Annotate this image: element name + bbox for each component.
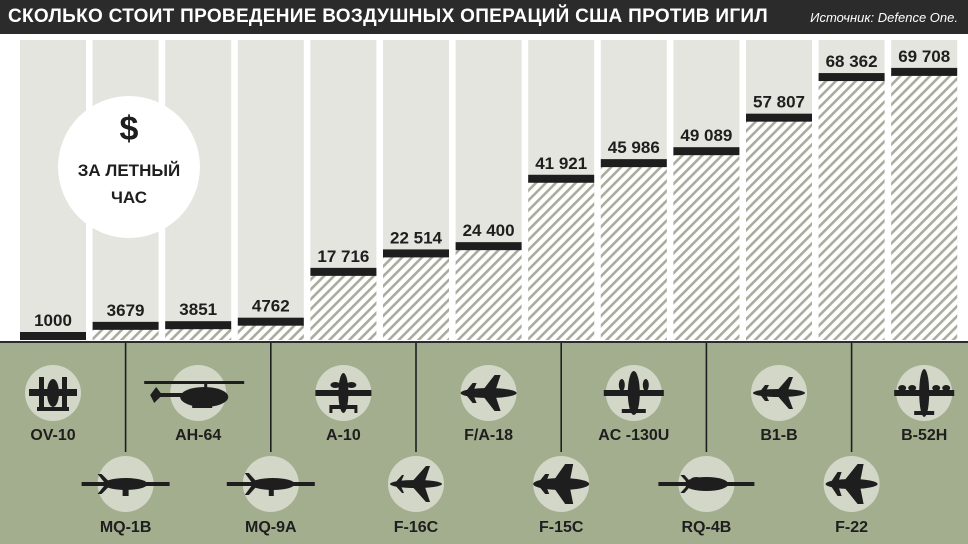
bar: [310, 271, 377, 340]
f22-icon: [823, 456, 880, 512]
a10-icon: [315, 365, 372, 421]
mq9a-icon: [226, 456, 315, 512]
bar: [383, 253, 449, 340]
unit-caption: ЗА ЛЕТНЫЙ ЧАС: [77, 161, 181, 207]
data-label: 3851: [179, 300, 217, 319]
aircraft-label: MQ-1B: [99, 519, 152, 536]
aircraft-label: F-16C: [393, 519, 439, 536]
bar-cap: [673, 147, 740, 156]
data-label: 3679: [107, 301, 145, 320]
aircraft-label: F/A-18: [464, 427, 514, 444]
title-bar: СКОЛЬКО СТОИТ ПРОВЕДЕНИЕ ВОЗДУШНЫХ ОПЕРА…: [0, 0, 968, 34]
b52h-icon: [894, 365, 955, 421]
bar: [237, 321, 304, 340]
ac130u-icon: [603, 365, 664, 421]
aircraft-label: MQ-9A: [245, 519, 297, 536]
data-label: 68 362: [826, 52, 878, 71]
aircraft-label: AC -130U: [598, 427, 670, 444]
bar-cap: [528, 174, 595, 183]
aircraft-label: F-22: [835, 519, 869, 536]
bar: [600, 163, 667, 340]
bar-cap: [600, 159, 667, 168]
bar-cap: [818, 73, 885, 82]
aircraft-panel: OV-10 MQ-1B AH-64 MQ-9A A-10 F-16C F/A-18 F-15C…: [0, 341, 968, 544]
aircraft-label: F-15C: [538, 519, 584, 536]
f15c-icon: [533, 456, 590, 512]
data-label: 1000: [34, 311, 72, 330]
mq1b-icon: [81, 456, 170, 512]
rq4b-icon: [658, 456, 755, 512]
aircraft-label: B-52H: [901, 427, 948, 444]
data-label: 4762: [252, 297, 290, 316]
bar-cap: [310, 267, 377, 276]
data-label: 49 089: [680, 126, 732, 145]
bar: [673, 151, 740, 340]
bar-cap: [20, 332, 86, 340]
data-label: 24 400: [463, 221, 515, 240]
bar-cap: [455, 242, 522, 251]
bar: [528, 178, 595, 340]
data-label: 22 514: [390, 228, 443, 247]
data-label: 45 986: [608, 138, 660, 157]
data-label: 57 807: [753, 93, 805, 112]
aircraft-icons: [25, 343, 955, 512]
bar: [891, 71, 958, 340]
bar-cap: [383, 249, 449, 258]
source-note: Источник: Defence One.: [810, 10, 958, 25]
f16c-icon: [388, 456, 444, 512]
aircraft-label: RQ-4B: [681, 519, 732, 536]
aircraft-label: OV-10: [30, 427, 76, 444]
data-label: 17 716: [317, 247, 369, 266]
b1b-icon: [751, 365, 807, 421]
dollar-icon: $: [119, 110, 139, 148]
bar: [455, 246, 522, 340]
bar: [818, 77, 885, 341]
ah64-icon: [144, 365, 245, 421]
bar-cap: [237, 317, 304, 326]
aircraft-label: B1-B: [760, 427, 798, 444]
aircraft-label: AH-64: [175, 427, 222, 444]
bar: [746, 117, 812, 341]
bar-cap: [746, 113, 812, 122]
bar-cap: [891, 67, 958, 76]
ov10-icon: [25, 365, 81, 421]
column-background: [237, 40, 304, 340]
data-label: 69 708: [898, 47, 950, 66]
data-label: 41 921: [535, 154, 587, 173]
unit-badge: $ ЗА ЛЕТНЫЙ ЧАС: [58, 96, 200, 238]
chart-title: СКОЛЬКО СТОИТ ПРОВЕДЕНИЕ ВОЗДУШНЫХ ОПЕРА…: [8, 6, 768, 27]
bar-cap: [92, 321, 159, 330]
fa18-icon: [460, 365, 517, 421]
aircraft-label: A-10: [326, 427, 361, 444]
bar-cap: [165, 321, 232, 330]
